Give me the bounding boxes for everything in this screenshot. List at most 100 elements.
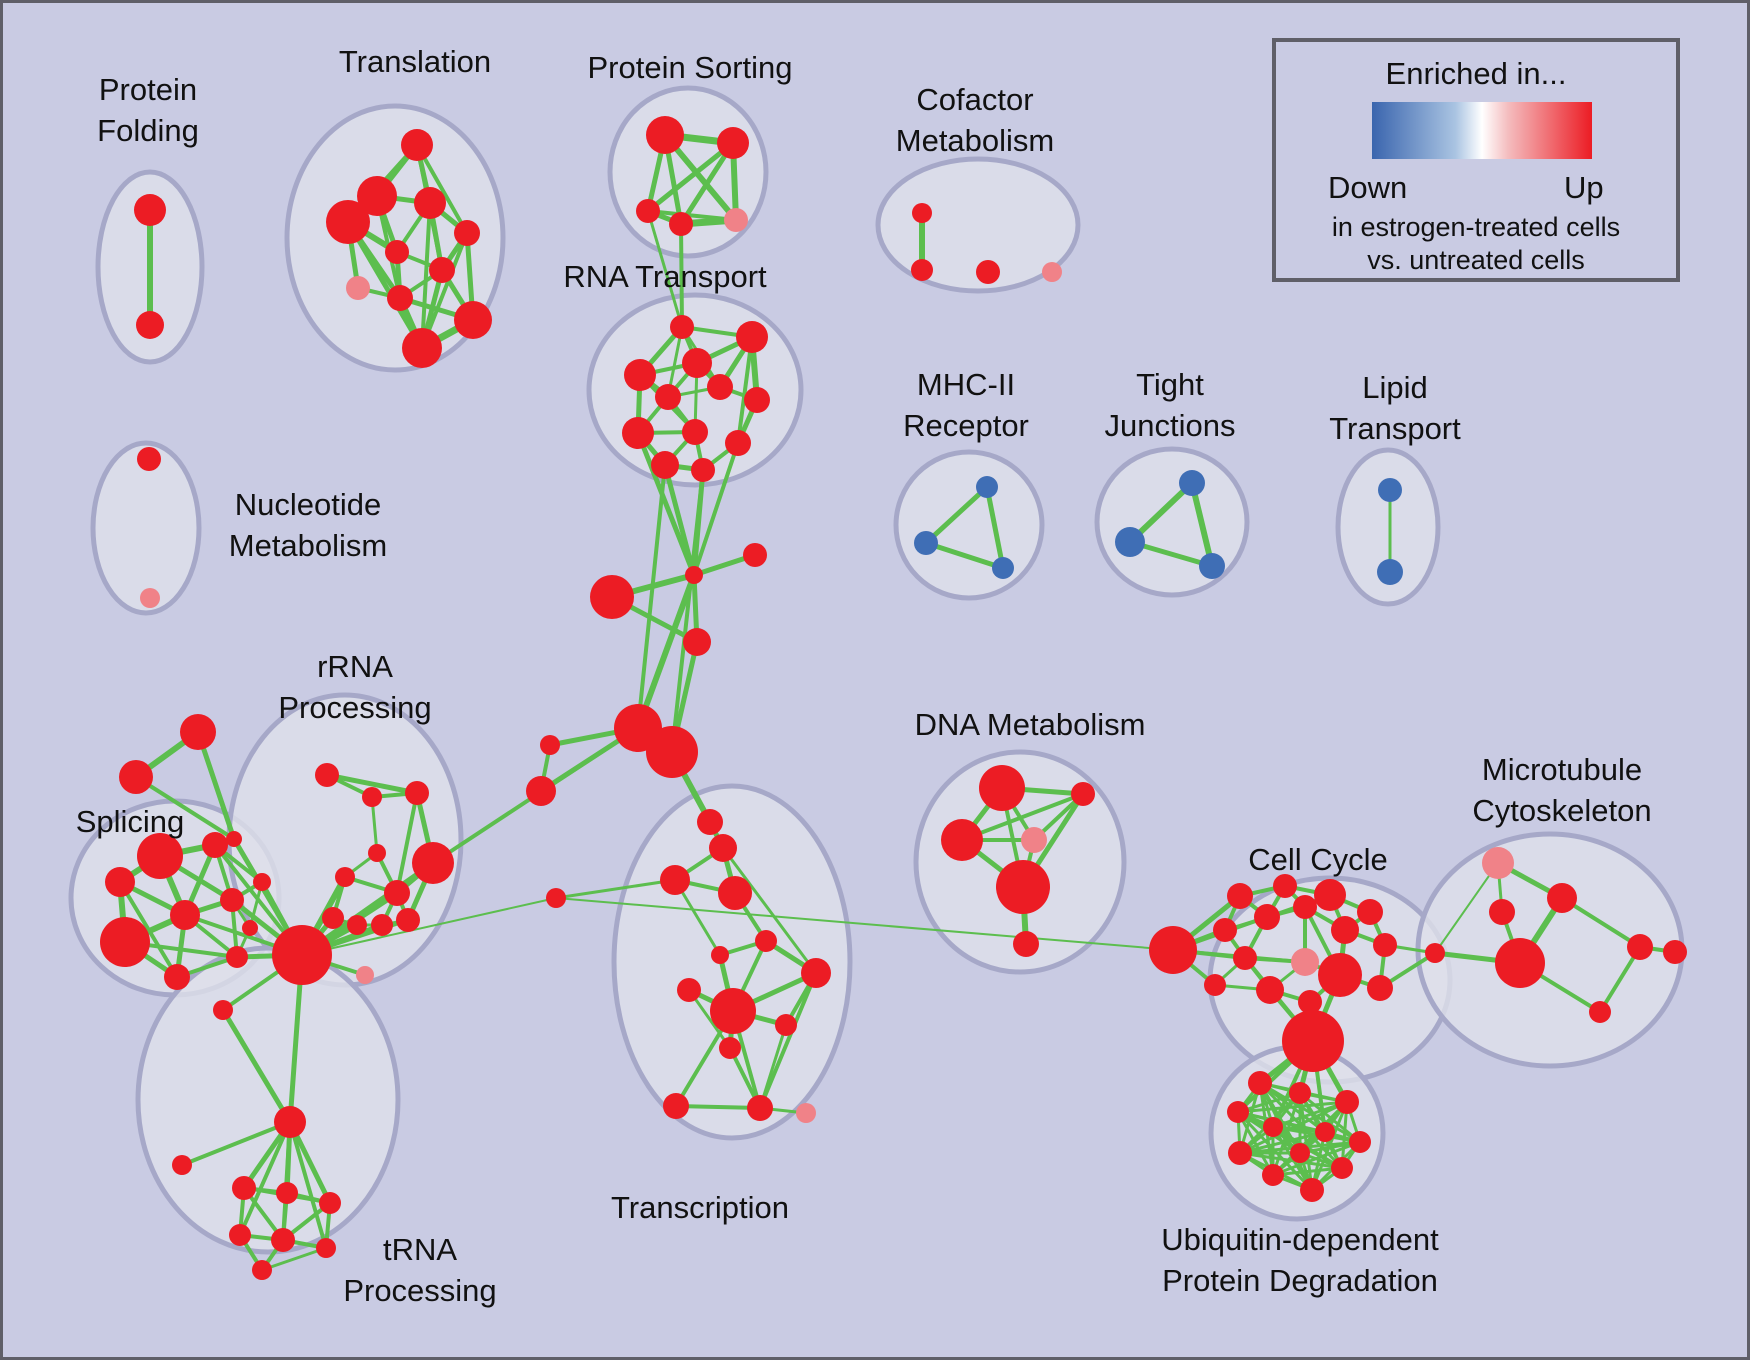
- network-node-pf2: [136, 311, 164, 339]
- network-edge: [960, 792, 1085, 842]
- network-node-cc4: [1357, 899, 1383, 925]
- network-edge: [238, 1120, 292, 1237]
- network-node-t6: [775, 1014, 797, 1036]
- network-node-low1: [683, 628, 711, 656]
- network-edge: [420, 201, 432, 350]
- network-node-rt12: [725, 430, 751, 456]
- network-node-tj3: [1199, 553, 1225, 579]
- network-node-tn7: [252, 1260, 272, 1280]
- cluster-label-transcription: Transcription: [611, 1190, 789, 1225]
- network-edge: [635, 572, 697, 731]
- network-node-sp9: [253, 873, 271, 891]
- cluster-label-protein-sorting: Protein Sorting: [587, 50, 792, 85]
- network-node-sp7: [164, 964, 190, 990]
- network-node-nm2: [140, 588, 160, 608]
- network-node-t10: [796, 1103, 816, 1123]
- network-edge: [662, 462, 697, 578]
- network-node-dm6: [1013, 931, 1039, 957]
- network-node-m1: [976, 476, 998, 498]
- network-node-mtJ: [1425, 943, 1445, 963]
- network-node-ccHub: [1149, 926, 1197, 974]
- network-node-cc1: [1227, 883, 1253, 909]
- network-edge: [420, 231, 469, 350]
- network-edge: [646, 209, 684, 329]
- network-node-mt3: [1627, 934, 1653, 960]
- network-edge: [1560, 896, 1642, 949]
- network-node-t8: [663, 1093, 689, 1119]
- network-edge: [195, 729, 237, 842]
- network-node-ub10: [1331, 1157, 1353, 1179]
- network-node-tr6: [385, 240, 409, 264]
- cluster-label-protein-folding: Protein Folding: [97, 72, 199, 148]
- network-node-rt6: [655, 384, 681, 410]
- network-edge: [260, 1246, 328, 1272]
- network-node-tr7: [429, 257, 455, 283]
- network-edge: [635, 430, 697, 578]
- network-node-cr1: [743, 543, 767, 567]
- network-node-tr9: [387, 285, 413, 311]
- cluster-bubble-tight-junctions: [1094, 446, 1250, 598]
- network-node-rt11: [691, 458, 715, 482]
- network-node-tn5: [271, 1228, 295, 1252]
- network-node-ub7: [1349, 1131, 1371, 1153]
- network-node-cc2: [1273, 874, 1297, 898]
- network-edge: [758, 1023, 788, 1110]
- network-edge: [679, 222, 684, 329]
- network-node-rr5: [335, 867, 355, 887]
- network-edge: [220, 1007, 293, 1125]
- network-node-rr6: [384, 880, 410, 906]
- network-node-tr10: [454, 301, 492, 339]
- network-node-cc10: [1233, 946, 1257, 970]
- network-node-c2: [709, 834, 737, 862]
- cluster-bubble-translation: [284, 103, 506, 373]
- network-node-ub1: [1248, 1071, 1272, 1095]
- network-node-j1: [685, 566, 703, 584]
- network-edge: [324, 772, 420, 796]
- network-node-ps2: [717, 127, 749, 159]
- network-node-tn2: [276, 1182, 298, 1204]
- network-node-ub12: [1300, 1178, 1324, 1202]
- network-node-tr3: [414, 187, 446, 219]
- network-node-tr4: [326, 200, 370, 244]
- network-edge: [554, 878, 677, 900]
- network-edge: [636, 463, 667, 730]
- network-node-rr10: [371, 914, 393, 936]
- cluster-bubble-lipid-transport: [1335, 447, 1441, 607]
- network-node-pf1: [134, 194, 166, 226]
- network-node-t2: [755, 930, 777, 952]
- network-edge: [555, 897, 1174, 951]
- network-node-rt5: [707, 374, 733, 400]
- network-node-tr5: [454, 220, 480, 246]
- network-node-t4: [677, 978, 701, 1002]
- network-node-rt10: [651, 451, 679, 479]
- network-node-dm2: [1071, 782, 1095, 806]
- network-node-tj1: [1179, 470, 1205, 496]
- network-edge: [645, 140, 736, 214]
- network-node-rt7: [744, 387, 770, 413]
- network-node-lp2: [1377, 559, 1403, 585]
- network-node-ps4: [669, 212, 693, 236]
- legend-caption-line2: vs. untreated cells: [1367, 245, 1585, 275]
- network-node-cc15: [1298, 990, 1322, 1014]
- cluster-label-lipid-transport: Lipid Transport: [1329, 370, 1461, 446]
- network-node-rr2: [362, 787, 382, 807]
- network-node-cc7: [1293, 895, 1317, 919]
- network-node-hub: [272, 925, 332, 985]
- network-node-tleft: [172, 1155, 192, 1175]
- network-node-rt4: [624, 359, 656, 391]
- network-node-ub11: [1262, 1164, 1284, 1186]
- network-node-tr1: [401, 129, 433, 161]
- network-node-rr7: [412, 842, 454, 884]
- network-node-ub2: [1289, 1082, 1311, 1104]
- network-node-ps3: [636, 199, 660, 223]
- cluster-label-rna-transport: RNA Transport: [563, 259, 767, 294]
- cluster-label-ubiquitin-degradation: Ubiquitin-dependent Protein Degradation: [1161, 1222, 1439, 1298]
- network-node-dm4: [1021, 827, 1047, 853]
- network-node-t9: [747, 1095, 773, 1121]
- cluster-bubble-mhc-ii-receptor: [893, 449, 1045, 601]
- network-edge: [415, 143, 469, 235]
- network-node-D2: [646, 726, 698, 778]
- network-node-t3: [801, 958, 831, 988]
- network-node-ub9: [1290, 1143, 1310, 1163]
- cluster-label-splicing: Splicing: [76, 804, 185, 839]
